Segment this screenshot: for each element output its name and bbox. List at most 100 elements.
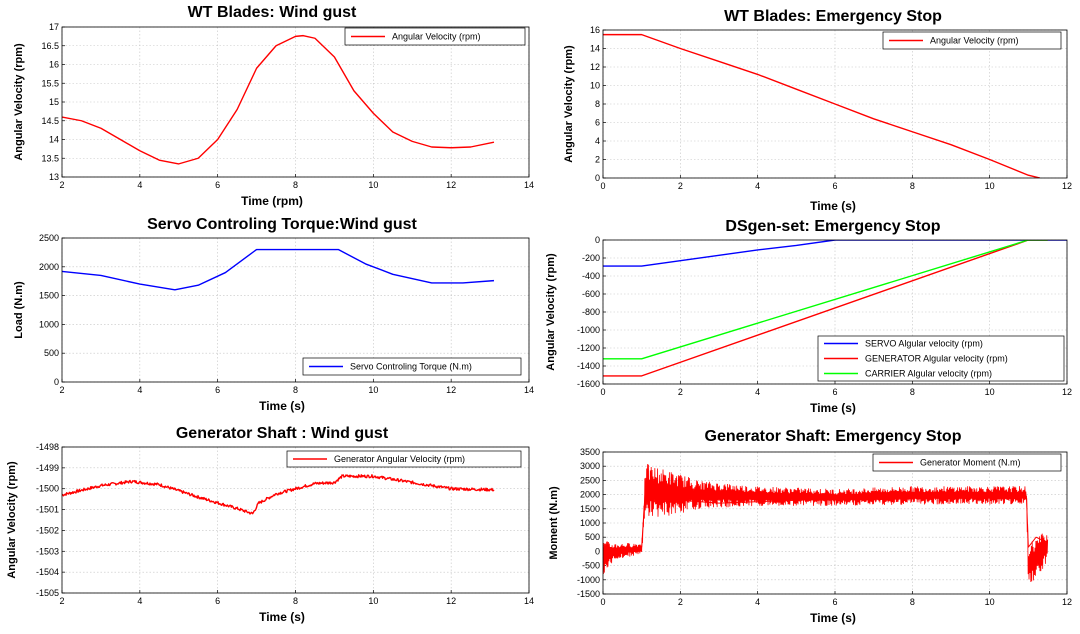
plot-frame (61, 237, 530, 383)
y-tick-label: 13 (49, 172, 59, 182)
legend-label: Generator Moment (N.m) (920, 458, 1021, 468)
x-tick-label: 2 (59, 385, 64, 395)
y-tick-label: 2000 (580, 490, 600, 500)
y-axis-label: Moment (N.m) (548, 486, 560, 560)
x-axis-label: Time (s) (810, 611, 856, 625)
chart-title: Servo Controling Torque:Wind gust (147, 216, 417, 233)
y-tick-label: 16.5 (41, 41, 59, 51)
x-tick-label: 0 (600, 181, 605, 191)
x-tick-label: 6 (832, 387, 837, 397)
legend-label: Angular Velocity (rpm) (930, 36, 1019, 46)
y-tick-label: 15 (49, 97, 59, 107)
y-tick-label: 500 (44, 348, 59, 358)
series-line (62, 248, 495, 291)
chart-wt-stop: 0 2 4 6 8 10 12 0 2 4 6 8 10 12 14 16 WT Blades: Emergen… (563, 8, 1072, 213)
legend-label: Servo Controling Torque (N.m) (350, 362, 472, 372)
y-tick-label: -1000 (577, 325, 600, 335)
x-tick-label: 12 (1062, 181, 1072, 191)
legend-box (882, 31, 1062, 50)
legend-box (286, 450, 522, 468)
series-line (603, 240, 1067, 267)
chart-title: Generator Shaft: Emergency Stop (705, 428, 962, 445)
chart-gen-wind: 2 4 6 8 10 12 14 -1505 -1504 -1503 -1502 -1501 -1500… (6, 425, 534, 624)
y-tick-label: 3500 (580, 447, 600, 457)
x-tick-label: 10 (985, 597, 995, 607)
x-tick-label: 14 (524, 180, 534, 190)
y-tick-label: 2000 (39, 262, 59, 272)
x-tick-label: 4 (755, 181, 760, 191)
x-axis-label: Time (s) (259, 399, 305, 413)
x-tick-label: 8 (910, 597, 915, 607)
x-tick-label: 14 (524, 385, 534, 395)
y-tick-label: -1600 (577, 379, 600, 389)
y-tick-label: -1503 (36, 546, 59, 556)
x-axis-label: Time (s) (259, 610, 305, 624)
y-tick-label: 12 (590, 62, 600, 72)
x-tick-label: 12 (1062, 597, 1072, 607)
y-tick-label: 2500 (39, 233, 59, 243)
x-tick-label: 0 (600, 597, 605, 607)
x-tick-label: 12 (446, 596, 456, 606)
legend-box (817, 335, 1065, 382)
x-tick-label: 8 (293, 596, 298, 606)
y-tick-label: -1498 (36, 442, 59, 452)
plot-frame (61, 446, 530, 594)
y-tick-label: -1500 (577, 589, 600, 599)
y-tick-label: 1000 (580, 518, 600, 528)
y-axis-label: Angular Velocity (rpm) (545, 253, 557, 371)
plot-frame (602, 239, 1068, 385)
x-tick-label: 4 (137, 385, 142, 395)
y-tick-label: 500 (585, 532, 600, 542)
y-tick-label: -1504 (36, 567, 59, 577)
y-axis-label: Angular Velocity (rpm) (13, 43, 25, 161)
legend-label: CARRIER Algular velocity (rpm) (865, 369, 992, 379)
y-tick-label: 10 (590, 81, 600, 91)
y-tick-label: -600 (582, 289, 600, 299)
y-tick-label: -1499 (36, 463, 59, 473)
x-tick-label: 4 (755, 597, 760, 607)
series-band (603, 464, 1049, 583)
y-tick-label: -1200 (577, 343, 600, 353)
y-tick-label: -800 (582, 307, 600, 317)
x-tick-label: 4 (137, 180, 142, 190)
y-tick-label: -1501 (36, 505, 59, 515)
y-tick-label: 1500 (580, 504, 600, 514)
x-tick-label: 10 (368, 180, 378, 190)
y-tick-label: 3000 (580, 461, 600, 471)
series-group (62, 34, 495, 165)
y-tick-label: -1500 (36, 484, 59, 494)
x-tick-label: 10 (368, 596, 378, 606)
y-tick-label: 8 (595, 99, 600, 109)
legend-label: Generator Angular Velocity (rpm) (334, 454, 465, 464)
series-line (603, 240, 1048, 377)
y-tick-label: -400 (582, 271, 600, 281)
chart-servo-wind: 2 4 6 8 10 12 14 0 500 1000 1500 2000 2500 Servo Cont… (13, 216, 534, 413)
plot-area (62, 447, 529, 593)
x-tick-label: 4 (137, 596, 142, 606)
legend-label: GENERATOR Algular velocity (rpm) (865, 354, 1008, 364)
legend-label: Angular Velocity (rpm) (392, 32, 481, 42)
x-axis-label: Time (s) (810, 199, 856, 213)
plot-frame (61, 26, 530, 178)
x-tick-label: 12 (1062, 387, 1072, 397)
y-tick-label: 0 (595, 235, 600, 245)
legend-label: SERVO Algular velocity (rpm) (865, 339, 983, 349)
y-tick-label: 14 (49, 135, 59, 145)
y-tick-label: 4 (595, 136, 600, 146)
y-tick-label: 2 (595, 155, 600, 165)
x-tick-label: 8 (293, 385, 298, 395)
chart-gen-stop: 0 2 4 6 8 10 12 -1500 -1000 -500 0 500 1000 1500 2000 2… (548, 428, 1072, 625)
y-tick-label: 14 (590, 44, 600, 54)
legend-box (344, 27, 526, 46)
y-tick-label: 6 (595, 118, 600, 128)
x-tick-label: 8 (293, 180, 298, 190)
y-tick-label: 0 (595, 173, 600, 183)
x-tick-label: 8 (910, 387, 915, 397)
series-line (603, 485, 1048, 551)
legend-box (872, 453, 1062, 472)
y-tick-label: 16 (590, 25, 600, 35)
x-tick-label: 6 (215, 385, 220, 395)
x-tick-label: 10 (985, 181, 995, 191)
series-line (62, 474, 495, 515)
y-tick-label: 13.5 (41, 153, 59, 163)
